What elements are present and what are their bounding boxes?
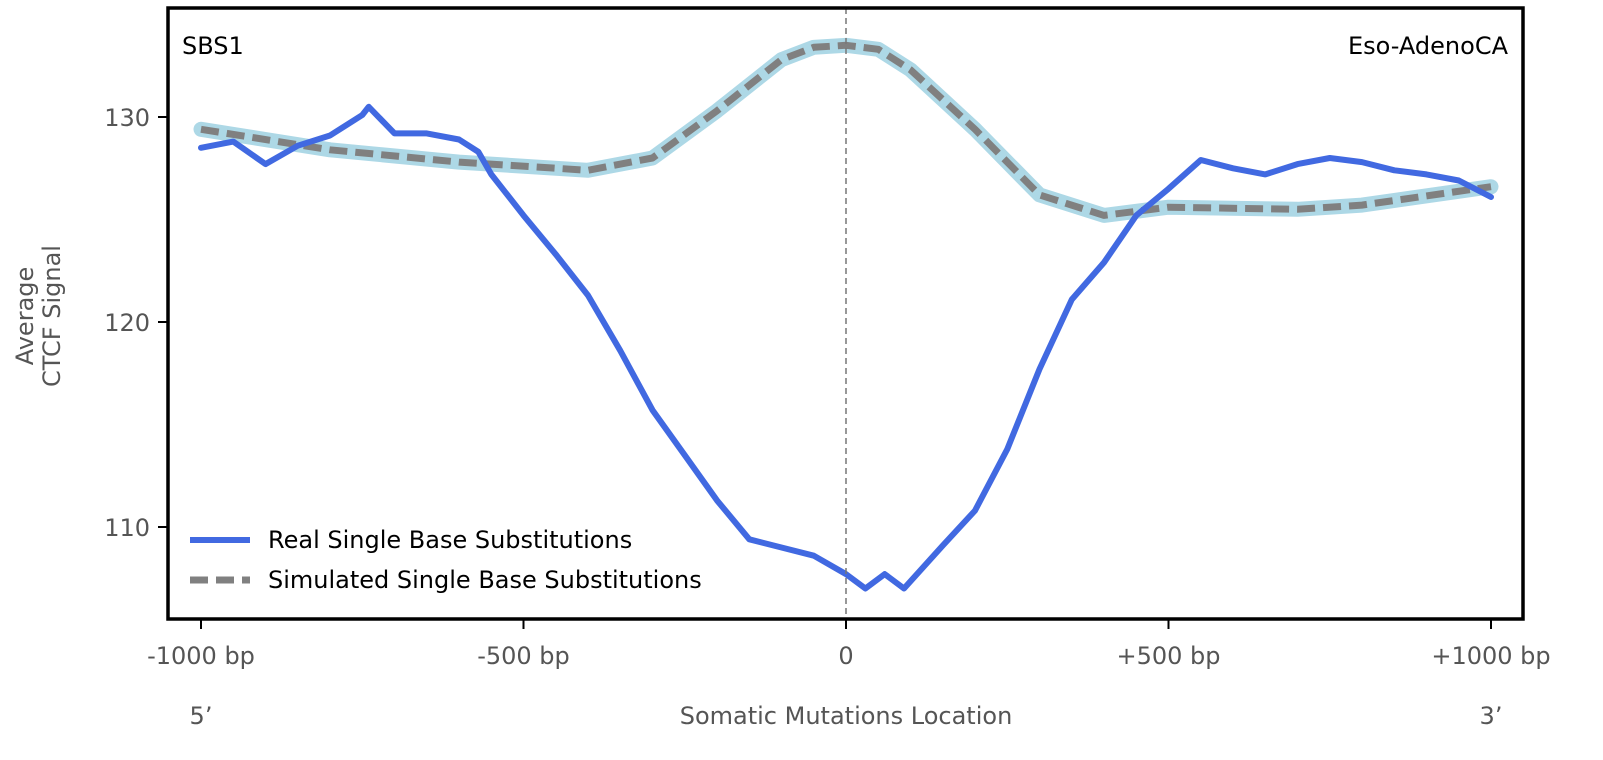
series-layer bbox=[193, 37, 1499, 592]
x-tick-label: -1000 bp bbox=[147, 642, 255, 670]
x-tick-label: +500 bp bbox=[1116, 642, 1220, 670]
signature-label: SBS1 bbox=[182, 32, 244, 60]
legend: Real Single Base Substitutions Simulated… bbox=[190, 526, 702, 594]
y-tick-label: 130 bbox=[104, 104, 150, 132]
y-tick-label: 110 bbox=[104, 514, 150, 542]
y-axis-label-line2: CTCF Signal bbox=[38, 245, 66, 387]
real-series-line bbox=[198, 103, 1494, 592]
x-axis-label: Somatic Mutations Location bbox=[680, 702, 1013, 730]
x-tick-label: +1000 bp bbox=[1431, 642, 1550, 670]
three-prime-label: 3’ bbox=[1480, 702, 1503, 730]
ticks-layer: -1000 bp -500 bp 0 +500 bp +1000 bp 110 120 130 bbox=[104, 104, 1550, 670]
five-prime-label: 5’ bbox=[190, 702, 213, 730]
y-axis-label-line1: Average bbox=[11, 267, 39, 366]
legend-real-label: Real Single Base Substitutions bbox=[268, 526, 632, 554]
y-tick-label: 120 bbox=[104, 309, 150, 337]
x-tick-label: -500 bp bbox=[477, 642, 570, 670]
cancer-type-label: Eso-AdenoCA bbox=[1348, 32, 1509, 60]
simulated-series-line bbox=[200, 41, 1492, 219]
legend-simulated-label: Simulated Single Base Substitutions bbox=[268, 566, 702, 594]
x-tick-label: 0 bbox=[838, 642, 853, 670]
